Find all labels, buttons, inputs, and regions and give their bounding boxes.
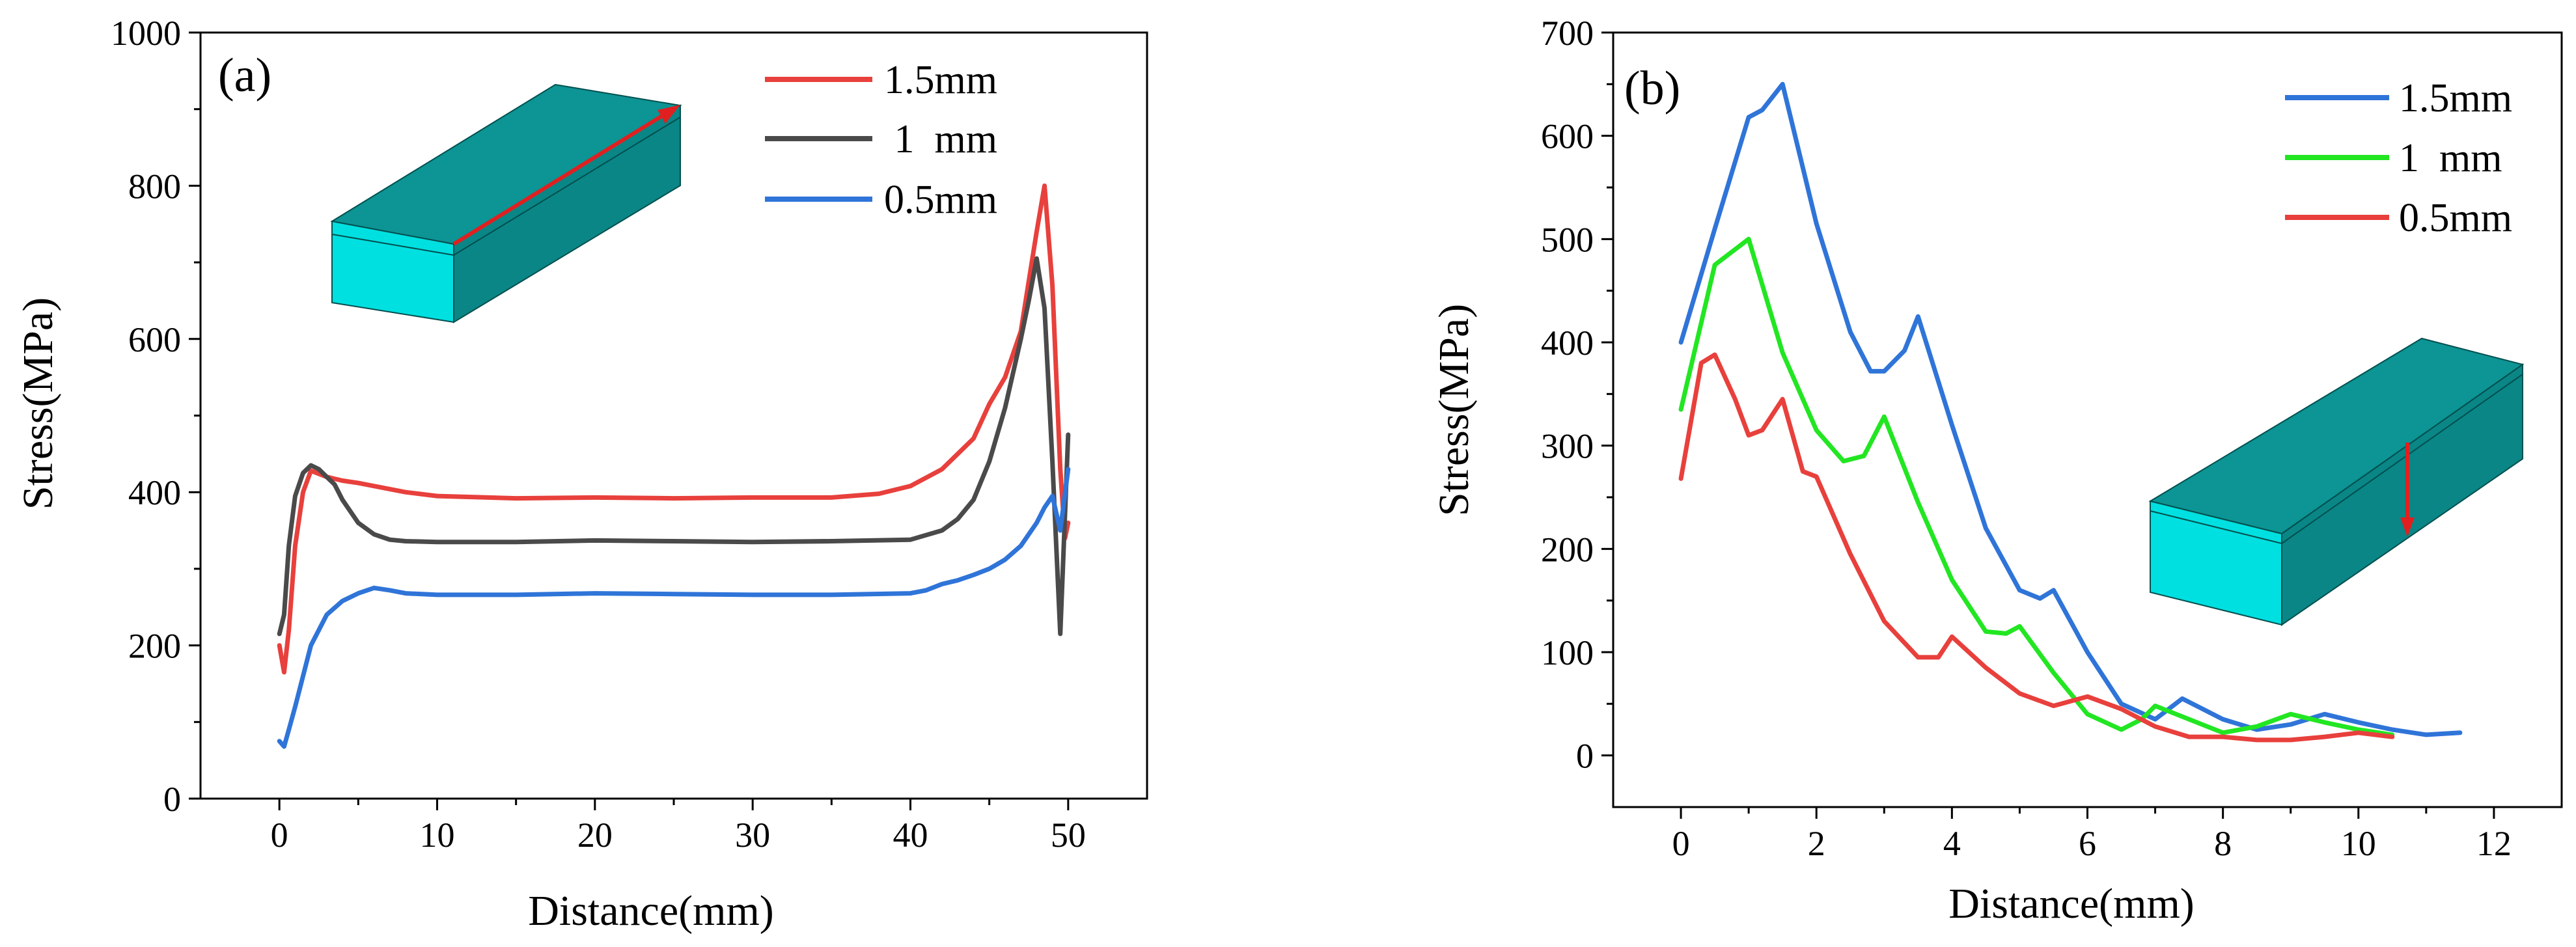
chart-b-legend: 1.5mm 1 mm 0.5mm	[2285, 76, 2512, 240]
chart-a-cuboid-layer-line	[331, 234, 454, 256]
chart-b-y-tick-label: 200	[1541, 530, 1594, 569]
chart-a-x-tick-label: 30	[735, 816, 770, 855]
chart-a-series-line-1	[277, 256, 1071, 637]
chart-b-y-tick-label: 400	[1541, 323, 1594, 363]
chart-b-series-line-1	[1678, 236, 2395, 737]
chart-a-x-tick-label: 20	[577, 816, 613, 855]
chart-b-x-tick-label: 0	[1672, 824, 1690, 863]
chart-b-cuboid-layer-line-side	[2281, 374, 2523, 544]
chart-a-inset-cuboid	[330, 83, 682, 323]
chart-a-ticks: 0 10 20 30 40 50 0 200 400 600 800 1000	[111, 14, 1086, 855]
chart-b-legend-label-1: 1 mm	[2399, 136, 2502, 180]
chart-b-series-line-2	[1678, 352, 2395, 743]
chart-b-direction-arrow-head	[2400, 517, 2415, 537]
chart-b-y-tick-label: 700	[1541, 14, 1594, 53]
chart-a-y-axis-title: Stress(MPa)	[14, 297, 62, 510]
chart-a-x-tick-label: 40	[893, 816, 928, 855]
chart-b-y-tick-label: 0	[1576, 737, 1594, 776]
chart-b: 0 2 4 6 8 10 12 0 100 200 300 400 500 600 700 (b) Dist…	[1430, 14, 2563, 927]
chart-b-x-axis-title: Distance(mm)	[1948, 880, 2195, 927]
chart-a-legend-label-2: 0.5mm	[884, 178, 997, 222]
chart-a-direction-arrow	[452, 109, 672, 246]
chart-a-x-axis-title: Distance(mm)	[528, 887, 774, 935]
chart-b-panel-label: (b)	[1624, 62, 1680, 115]
chart-b-inset-cuboid	[2148, 337, 2525, 626]
chart-a-x-tick-label: 10	[420, 816, 455, 855]
chart-b-y-tick-label: 300	[1541, 427, 1594, 466]
chart-b-y-tick-label: 100	[1541, 633, 1594, 672]
chart-b-x-tick-label: 6	[2079, 824, 2096, 863]
chart-a-legend: 1.5mm 1 mm 0.5mm	[765, 58, 997, 222]
chart-a: 0 10 20 30 40 50 0 200 400 600 800 1000 (a) Distanc…	[14, 14, 1148, 935]
chart-b-ticks: 0 2 4 6 8 10 12 0 100 200 300 400 500 600 700	[1541, 14, 2512, 863]
chart-a-panel-label: (a)	[218, 49, 271, 102]
chart-a-y-tick-label: 0	[163, 780, 181, 819]
chart-b-x-tick-label: 4	[1943, 824, 1961, 863]
chart-a-legend-label-1: 1 mm	[884, 117, 997, 161]
chart-a-series-layer	[277, 183, 1071, 749]
chart-b-cuboid-layer-line	[2150, 510, 2282, 544]
chart-b-series-line-0	[1678, 81, 2463, 737]
chart-b-legend-label-2: 0.5mm	[2399, 196, 2512, 240]
chart-b-y-tick-label: 600	[1541, 117, 1594, 156]
chart-b-y-axis-title: Stress(MPa)	[1430, 304, 1478, 516]
chart-b-y-tick-label: 500	[1541, 220, 1594, 259]
chart-a-series-line-0	[277, 183, 1071, 675]
chart-b-x-tick-label: 10	[2341, 824, 2376, 863]
chart-b-cuboid-side-face	[2281, 363, 2523, 626]
chart-b-series-layer	[1678, 81, 2463, 743]
chart-a-series-line-2	[277, 467, 1071, 749]
chart-a-y-tick-label: 800	[128, 167, 181, 206]
chart-b-x-tick-label: 12	[2476, 824, 2512, 863]
chart-a-x-tick-label: 0	[271, 816, 288, 855]
chart-b-x-tick-label: 2	[1808, 824, 1825, 863]
chart-a-y-tick-label: 1000	[111, 14, 181, 53]
chart-b-x-tick-label: 8	[2214, 824, 2232, 863]
chart-a-x-tick-label: 50	[1051, 816, 1086, 855]
chart-a-legend-label-0: 1.5mm	[884, 58, 997, 102]
chart-b-legend-label-0: 1.5mm	[2399, 76, 2512, 120]
chart-a-y-tick-label: 200	[128, 627, 181, 666]
chart-a-y-tick-label: 400	[128, 473, 181, 512]
chart-a-y-tick-label: 600	[128, 320, 181, 359]
chart-a-cuboid-layer-line-side	[453, 117, 681, 256]
chart-a-direction-arrow-head	[658, 105, 680, 124]
